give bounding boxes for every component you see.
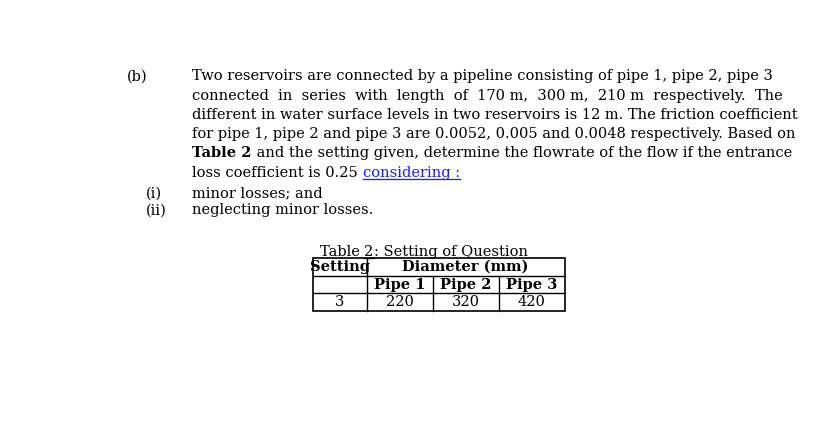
Text: and the setting given, determine the flowrate of the flow if the entrance: and the setting given, determine the flo…	[252, 146, 792, 160]
Text: neglecting minor losses.: neglecting minor losses.	[193, 203, 374, 217]
Text: : Setting of Question: : Setting of Question	[374, 245, 528, 259]
Text: connected  in  series  with  length  of  170 m,  300 m,  210 m  respectively.  T: connected in series with length of 170 m…	[193, 89, 783, 103]
Text: Pipe 1: Pipe 1	[374, 277, 426, 291]
Text: minor losses; and: minor losses; and	[193, 187, 323, 201]
Text: Pipe 3: Pipe 3	[506, 277, 557, 291]
Text: 420: 420	[518, 295, 546, 309]
Bar	[313, 258, 565, 311]
Text: Pipe 2: Pipe 2	[440, 277, 491, 291]
Text: different in water surface levels in two reservoirs is 12 m. The friction coeffi: different in water surface levels in two…	[193, 108, 798, 122]
Text: for pipe 1, pipe 2 and pipe 3 are 0.0052, 0.005 and 0.0048 respectively. Based o: for pipe 1, pipe 2 and pipe 3 are 0.0052…	[193, 127, 796, 141]
Text: 3: 3	[335, 295, 344, 309]
Text: Diameter (mm): Diameter (mm)	[403, 260, 529, 274]
Text: Table: Table	[320, 245, 365, 259]
Text: considering :: considering :	[363, 166, 460, 180]
Text: 220: 220	[386, 295, 414, 309]
Text: Setting: Setting	[310, 260, 370, 274]
Text: 2: 2	[365, 245, 374, 259]
Text: (b): (b)	[127, 69, 147, 83]
Text: Table 2: Table 2	[193, 146, 252, 160]
Text: (ii): (ii)	[146, 203, 167, 217]
Text: (i): (i)	[146, 187, 162, 201]
Text: Two reservoirs are connected by a pipeline consisting of pipe 1, pipe 2, pipe 3: Two reservoirs are connected by a pipeli…	[193, 69, 773, 83]
Text: loss coefficient is 0.25: loss coefficient is 0.25	[193, 166, 363, 180]
Text: 320: 320	[452, 295, 480, 309]
